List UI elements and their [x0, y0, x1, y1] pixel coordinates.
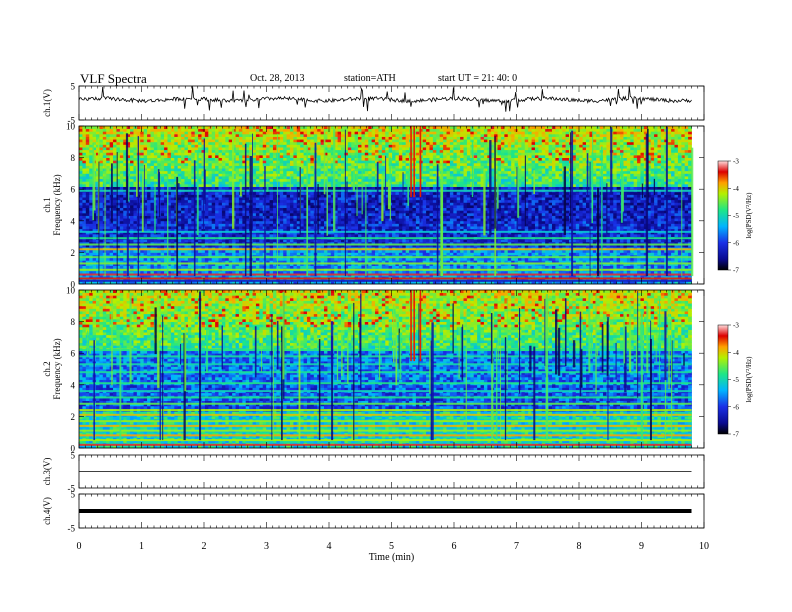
colorbar [717, 324, 729, 435]
ytick-label: 5 [71, 490, 76, 500]
colorbar-tick-label: -3 [733, 322, 739, 330]
xtick-label: 6 [452, 541, 457, 552]
ytick-label: 2 [71, 412, 76, 422]
ytick-label: 6 [71, 349, 76, 359]
colorbar-tick-label: -7 [733, 431, 739, 439]
ylabel-frequency: Frequency (kHz) [52, 338, 62, 399]
station-label: station=ATH [344, 73, 396, 84]
ylabel-voltage: ch.4(V) [42, 497, 52, 525]
xtick-label: 0 [77, 541, 82, 552]
colorbar-label: log(PSD(V²/Hz) [745, 356, 753, 403]
xtick-label: 10 [699, 541, 709, 552]
ytick-label: 8 [71, 317, 76, 327]
ylabel-voltage: ch.1(V) [42, 89, 52, 117]
start-time-label: start UT = 21: 40: 0 [438, 73, 517, 84]
colorbar-tick-label: -5 [733, 212, 739, 220]
colorbar-tick-label: -6 [733, 403, 739, 411]
colorbar-tick-label: -4 [733, 185, 739, 193]
xtick-label: 9 [639, 541, 644, 552]
ylabel-channel: ch.1 [42, 197, 52, 212]
ytick-label: -5 [68, 484, 76, 494]
ytick-label: 10 [66, 122, 76, 132]
xtick-label: 1 [139, 541, 144, 552]
colorbar-tick-label: -3 [733, 158, 739, 166]
colorbar [717, 160, 729, 271]
ytick-label: 8 [71, 153, 76, 163]
figure-title: VLF Spectra [80, 71, 147, 87]
ytick-label: 4 [71, 216, 76, 226]
ytick-label: 2 [71, 248, 76, 258]
colorbar-tick-label: -6 [733, 239, 739, 247]
xtick-label: 5 [389, 541, 394, 552]
ytick-label: 0 [71, 280, 76, 290]
ylabel-voltage: ch.3(V) [42, 458, 52, 486]
colorbar-tick-label: -4 [733, 349, 739, 357]
ytick-label: 6 [71, 185, 76, 195]
spectrogram-ch2 [79, 290, 692, 449]
ytick-label: 5 [71, 451, 76, 461]
colorbar-label: log(PSD(V²/Hz) [745, 192, 753, 239]
ytick-label: 10 [66, 286, 76, 296]
ytick-label: 0 [71, 444, 76, 454]
xtick-label: 8 [577, 541, 582, 552]
xaxis-label: Time (min) [369, 552, 414, 563]
ylabel-channel: ch.2 [42, 361, 52, 376]
spectrogram-layer [79, 126, 694, 449]
date-label: Oct. 28, 2013 [250, 73, 304, 84]
colorbar-tick-label: -5 [733, 376, 739, 384]
xtick-label: 3 [264, 541, 269, 552]
spectrogram-ch1 [79, 126, 694, 285]
ytick-label: -5 [68, 524, 76, 534]
xtick-label: 2 [202, 541, 207, 552]
colorbar-tick-label: -7 [733, 267, 739, 275]
xtick-label: 7 [514, 541, 519, 552]
ytick-label: 4 [71, 380, 76, 390]
xtick-label: 4 [327, 541, 332, 552]
ch1-waveform [78, 86, 692, 112]
ytick-label: -5 [68, 116, 76, 126]
ytick-label: 5 [71, 82, 76, 92]
waveform-layer [78, 86, 692, 513]
ylabel-frequency: Frequency (kHz) [52, 174, 62, 235]
